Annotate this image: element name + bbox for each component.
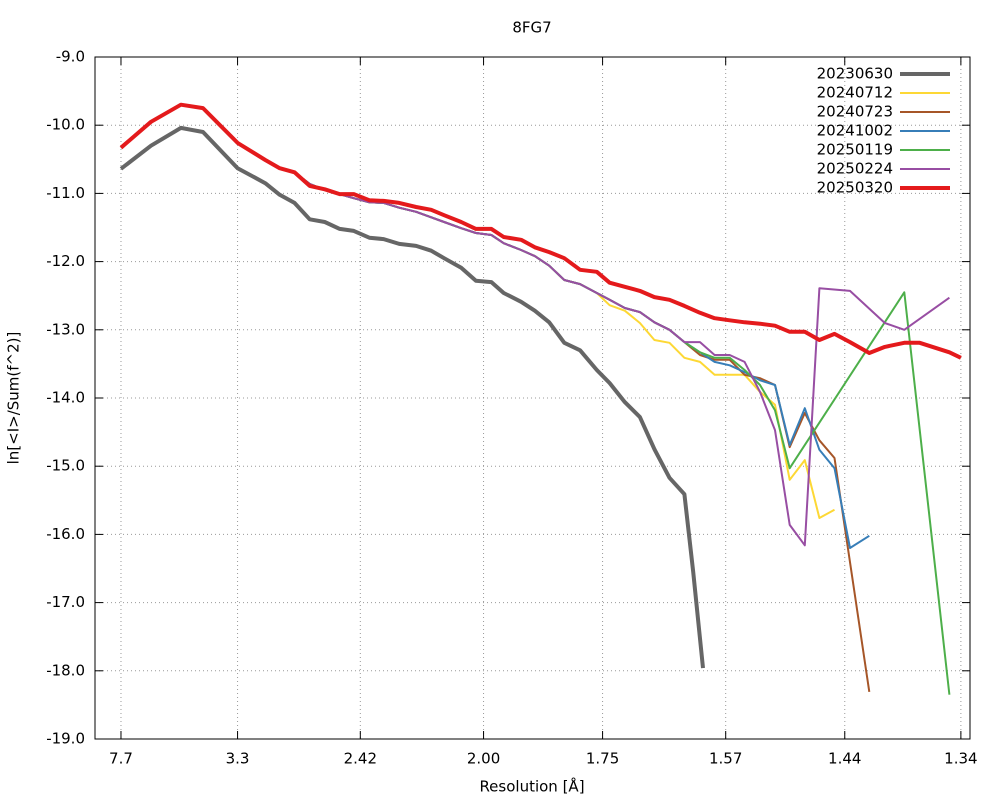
y-tick-label: -17.0: [46, 593, 85, 611]
x-tick-label: 1.44: [828, 750, 861, 768]
x-tick-label: 1.34: [944, 750, 977, 768]
plot-frame: [94, 56, 971, 740]
y-tick-label: -9.0: [56, 48, 85, 66]
x-tick-label: 2.00: [467, 750, 500, 768]
y-tick-label: -15.0: [46, 457, 85, 475]
legend-label: 20240723: [817, 103, 893, 121]
series-line: [119, 125, 705, 669]
y-tick-label: -18.0: [46, 661, 85, 679]
legend-label: 20250320: [817, 179, 893, 197]
y-tick-label: -11.0: [46, 184, 85, 202]
chart-title: 8FG7: [512, 19, 551, 37]
x-tick-label: 3.3: [226, 750, 250, 768]
y-axis-label: ln[<I>/Sum(f^2)]: [5, 332, 23, 465]
x-tick-label: 1.57: [709, 750, 742, 768]
y-tick-label: -10.0: [46, 116, 85, 134]
legend-label: 20240712: [817, 84, 893, 102]
x-axis-label: Resolution [Å]: [479, 777, 584, 796]
x-tick-label: 2.42: [344, 750, 377, 768]
y-tick-label: -19.0: [46, 730, 85, 748]
legend-label: 20250224: [817, 160, 893, 178]
legend-label: 20250119: [817, 141, 893, 159]
series-line: [119, 102, 962, 360]
y-tick-label: -13.0: [46, 320, 85, 338]
x-tick-label: 7.7: [109, 750, 133, 768]
x-tick-label: 1.75: [586, 750, 619, 768]
legend-label: 20230630: [817, 65, 893, 83]
y-tick-label: -12.0: [46, 252, 85, 270]
legend-label: 20241002: [817, 122, 893, 140]
y-tick-label: -14.0: [46, 389, 85, 407]
y-tick-label: -16.0: [46, 525, 85, 543]
